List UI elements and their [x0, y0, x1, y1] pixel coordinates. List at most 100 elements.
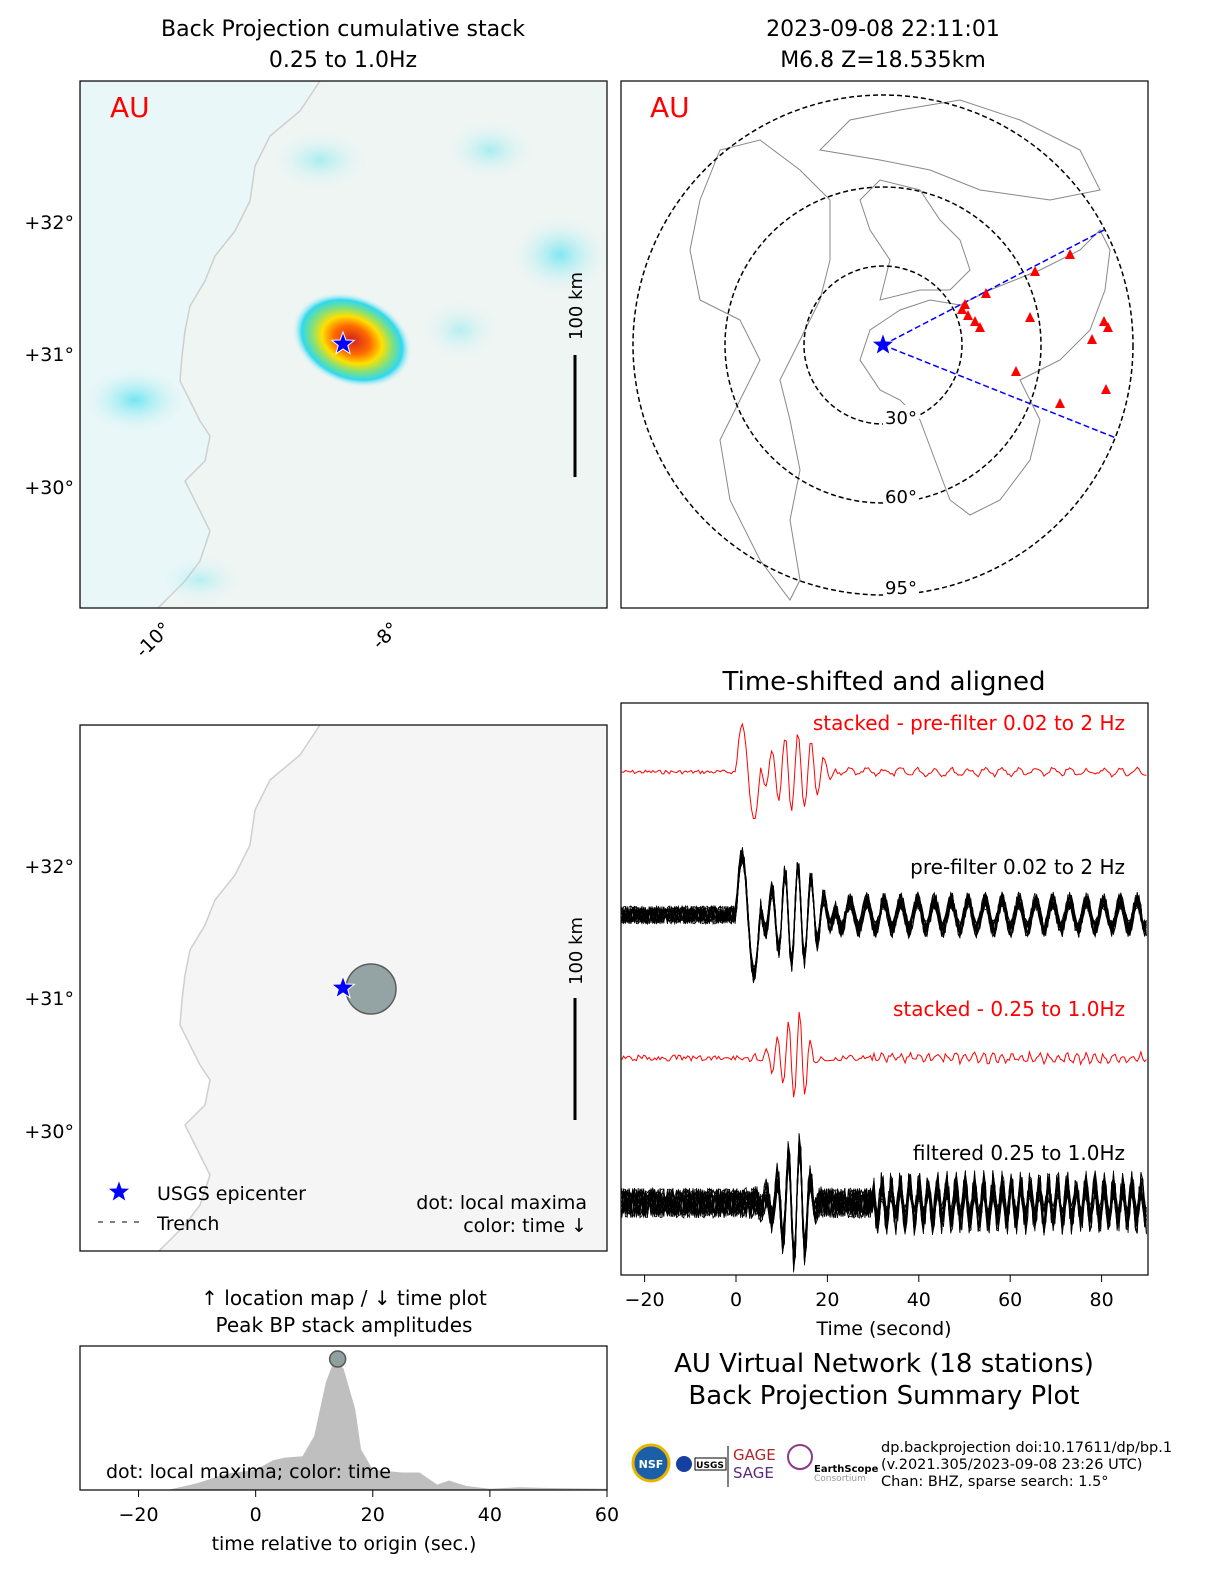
station-triangle-icon	[1065, 249, 1075, 259]
panel-cumulative-stack: Back Projection cumulative stack 0.25 to…	[24, 17, 608, 662]
panel-station-map: 2023-09-08 22:11:01 M6.8 Z=18.535km 30° …	[620, 17, 1149, 609]
lat-tick: +31°	[24, 988, 74, 1010]
lat-tick: +31°	[24, 344, 74, 366]
stack-heat-patch	[420, 300, 500, 360]
ring-label: 60°	[885, 487, 917, 508]
azimuth-bound	[882, 228, 1107, 346]
x-tick-label: 0	[250, 1504, 262, 1526]
legend-star-icon	[106, 1178, 132, 1203]
nsf-logo	[631, 1443, 671, 1483]
broadband-trace	[621, 847, 1147, 977]
x-tick-label: 60	[595, 1504, 619, 1526]
station-triangle-icon	[1011, 366, 1021, 376]
x-axis-label: time relative to origin (sec.)	[212, 1533, 477, 1555]
stack-heat-patch	[270, 130, 370, 190]
map-frame	[620, 80, 1149, 609]
station-triangle-icon	[1025, 312, 1035, 322]
plot-frame	[79, 1345, 608, 1491]
epicenter-star-icon	[870, 331, 896, 356]
epicenter-star-icon	[330, 974, 356, 999]
x-tick-label: 20	[361, 1504, 385, 1526]
plot-frame	[620, 702, 1149, 1276]
stack-heat-patch	[510, 215, 607, 295]
x-tick-label: 80	[1090, 1289, 1114, 1311]
peak-note: dot: local maxima; color: time	[106, 1461, 391, 1483]
map-frame	[79, 724, 608, 1252]
x-tick-label: 0	[730, 1289, 742, 1311]
stacked-broadband-trace	[621, 722, 1147, 819]
map-note: dot: local maxima	[416, 1192, 587, 1214]
traces	[621, 722, 1147, 1273]
stations	[957, 249, 1113, 408]
trace-label: stacked - pre-filter 0.02 to 2 Hz	[813, 711, 1125, 735]
lon-tick: -8°	[368, 618, 404, 654]
earthscope-logo-text: EarthScope	[814, 1464, 879, 1475]
usgs-logo-text: USGS	[696, 1461, 724, 1471]
station-triangle-icon	[963, 310, 973, 320]
station-triangle-icon	[960, 299, 970, 309]
ring-label-background	[883, 484, 919, 506]
peak-subtitle: Peak BP stack amplitudes	[216, 1313, 473, 1337]
panel-location-map: 100 km +32° +31° +30° USGS epicenter Tre…	[24, 724, 608, 1252]
station-triangle-icon	[1103, 322, 1113, 332]
stack-heat-patch	[445, 120, 535, 180]
station-triangle-icon	[1030, 266, 1040, 276]
panel-peak-amplitudes: ↑ location map / ↓ time plot Peak BP sta…	[79, 1286, 619, 1555]
ring-label-background	[883, 405, 919, 427]
continents	[689, 99, 1111, 601]
azimuth-bound	[882, 344, 1117, 439]
lat-tick: +32°	[24, 212, 74, 234]
gage-logo: GAGE	[733, 1446, 776, 1464]
lat-tick: +32°	[24, 856, 74, 878]
broadband-trace	[621, 855, 1147, 974]
credits-line: (v.2021.305/2023-09-08 23:26 UTC)	[881, 1457, 1142, 1473]
local-maxima-dot	[328, 1350, 347, 1368]
panel-seismograms: Time-shifted and aligned stacked - pre-f…	[620, 667, 1149, 1340]
lon-tick: -10°	[131, 618, 175, 662]
legend-epicenter: USGS epicenter	[157, 1183, 306, 1205]
stacked-filtered-trace	[621, 1011, 1147, 1098]
stack-heat-patch	[155, 555, 245, 605]
station-triangle-icon	[1099, 316, 1109, 326]
trace-label: filtered 0.25 to 1.0Hz	[913, 1141, 1125, 1165]
x-tick-label: −20	[119, 1504, 159, 1526]
peak-amplitude-area	[80, 1359, 607, 1490]
x-tick-label: 60	[998, 1289, 1022, 1311]
x-axis: −20 0 20 40 60	[119, 1490, 619, 1526]
peak-title: ↑ location map / ↓ time plot	[201, 1286, 487, 1310]
panel-a-subtitle: 0.25 to 1.0Hz	[269, 48, 417, 73]
credits-line: dp.backprojection doi:10.17611/dp/bp.1	[881, 1440, 1172, 1456]
event-magnitude-depth: M6.8 Z=18.535km	[780, 48, 986, 73]
local-maxima-dot	[345, 963, 397, 1015]
trace-label: stacked - 0.25 to 1.0Hz	[893, 997, 1125, 1021]
earthscope-logo	[787, 1444, 813, 1470]
lat-tick: +30°	[24, 477, 74, 499]
usgs-logo	[694, 1457, 727, 1471]
ring-label: 30°	[885, 408, 917, 429]
scale-label: 100 km	[566, 272, 587, 340]
filtered-trace	[621, 1145, 1147, 1254]
sage-logo: SAGE	[733, 1464, 774, 1482]
legend-trench: Trench	[156, 1213, 219, 1235]
epicenter-star-icon	[330, 330, 356, 355]
ring-label: 95°	[885, 578, 917, 599]
event-time: 2023-09-08 22:11:01	[766, 17, 1000, 42]
lat-tick: +30°	[24, 1121, 74, 1143]
station-triangle-icon	[970, 316, 980, 326]
nasa-logo	[676, 1456, 692, 1472]
nsf-logo-text: NSF	[639, 1458, 664, 1471]
x-tick-label: 40	[478, 1504, 502, 1526]
network-label: AU	[650, 91, 690, 124]
x-axis: −20 0 20 40 60 80	[625, 1275, 1114, 1311]
map-note: color: time ↓	[463, 1215, 587, 1237]
network-label: AU	[110, 91, 150, 124]
stack-heat-patch	[80, 365, 190, 435]
scale-label: 100 km	[566, 917, 587, 985]
logos: NSF USGS GAGE SAGE EarthScope Consortium	[631, 1443, 879, 1487]
coastline	[80, 81, 321, 608]
station-triangle-icon	[1101, 384, 1111, 394]
x-axis-label: Time (second)	[815, 1318, 951, 1340]
broadband-trace	[621, 848, 1147, 981]
ring-label-background	[883, 576, 919, 598]
